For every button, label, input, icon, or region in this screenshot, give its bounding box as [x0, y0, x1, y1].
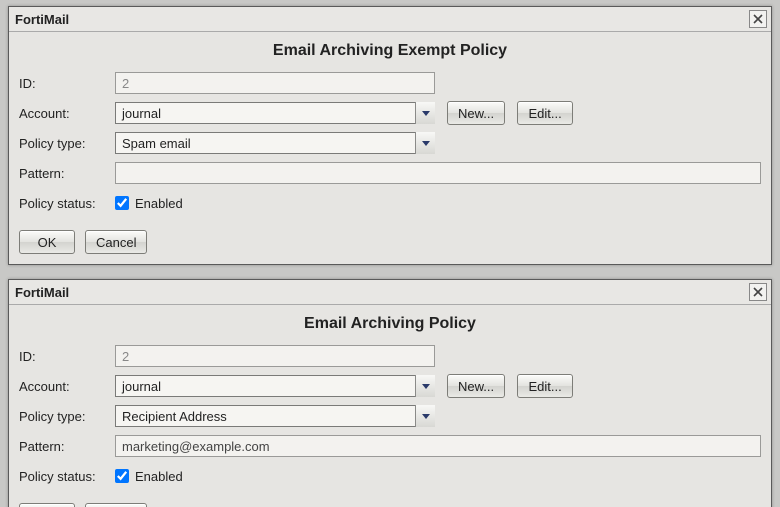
chevron-down-icon [415, 102, 435, 124]
account-select[interactable]: journal [115, 375, 435, 397]
row-policy-type: Policy type: Spam email [19, 130, 761, 156]
dialog-buttons: OK Cancel [19, 226, 761, 256]
policy-status-text: Enabled [135, 196, 183, 211]
row-pattern: Pattern: [19, 433, 761, 459]
chevron-down-icon [415, 132, 435, 154]
policy-type-select[interactable]: Spam email [115, 132, 435, 154]
dialog-exempt-policy: FortiMail Email Archiving Exempt Policy … [8, 6, 772, 265]
account-select[interactable]: journal [115, 102, 435, 124]
label-policy-status: Policy status: [19, 469, 115, 484]
pattern-field[interactable] [115, 435, 761, 457]
id-field [115, 345, 435, 367]
policy-type-select[interactable]: Recipient Address [115, 405, 435, 427]
edit-button[interactable]: Edit... [517, 101, 573, 125]
cancel-button[interactable]: Cancel [85, 503, 147, 507]
label-pattern: Pattern: [19, 439, 115, 454]
close-button[interactable] [749, 10, 767, 28]
policy-type-value: Recipient Address [122, 409, 227, 424]
row-id: ID: [19, 343, 761, 369]
row-policy-type: Policy type: Recipient Address [19, 403, 761, 429]
row-account: Account: journal New... Edit... [19, 100, 761, 126]
close-icon [753, 14, 763, 24]
row-policy-status: Policy status: Enabled [19, 463, 761, 489]
policy-status-checkbox[interactable] [115, 196, 129, 210]
titlebar: FortiMail [9, 7, 771, 32]
chevron-down-icon [415, 405, 435, 427]
label-id: ID: [19, 76, 115, 91]
cancel-button[interactable]: Cancel [85, 230, 147, 254]
dialog-content: Email Archiving Exempt Policy ID: Accoun… [9, 32, 771, 264]
page-title: Email Archiving Exempt Policy [19, 42, 761, 60]
account-value: journal [122, 379, 161, 394]
row-id: ID: [19, 70, 761, 96]
label-id: ID: [19, 349, 115, 364]
policy-status-checkbox[interactable] [115, 469, 129, 483]
window-title: FortiMail [15, 12, 69, 27]
dialog-content: Email Archiving Policy ID: Account: jour… [9, 305, 771, 507]
ok-button[interactable]: OK [19, 230, 75, 254]
account-value: journal [122, 106, 161, 121]
id-field [115, 72, 435, 94]
edit-button[interactable]: Edit... [517, 374, 573, 398]
close-icon [753, 287, 763, 297]
window-title: FortiMail [15, 285, 69, 300]
chevron-down-icon [415, 375, 435, 397]
policy-status-text: Enabled [135, 469, 183, 484]
policy-type-value: Spam email [122, 136, 191, 151]
label-policy-type: Policy type: [19, 136, 115, 151]
label-account: Account: [19, 106, 115, 121]
label-pattern: Pattern: [19, 166, 115, 181]
titlebar: FortiMail [9, 280, 771, 305]
dialog-archiving-policy: FortiMail Email Archiving Policy ID: Acc… [8, 279, 772, 507]
new-button[interactable]: New... [447, 374, 505, 398]
pattern-field[interactable] [115, 162, 761, 184]
row-policy-status: Policy status: Enabled [19, 190, 761, 216]
desktop: FortiMail Email Archiving Exempt Policy … [0, 0, 780, 507]
label-policy-status: Policy status: [19, 196, 115, 211]
row-pattern: Pattern: [19, 160, 761, 186]
new-button[interactable]: New... [447, 101, 505, 125]
label-account: Account: [19, 379, 115, 394]
close-button[interactable] [749, 283, 767, 301]
page-title: Email Archiving Policy [19, 315, 761, 333]
row-account: Account: journal New... Edit... [19, 373, 761, 399]
dialog-buttons: OK Cancel [19, 499, 761, 507]
label-policy-type: Policy type: [19, 409, 115, 424]
ok-button[interactable]: OK [19, 503, 75, 507]
